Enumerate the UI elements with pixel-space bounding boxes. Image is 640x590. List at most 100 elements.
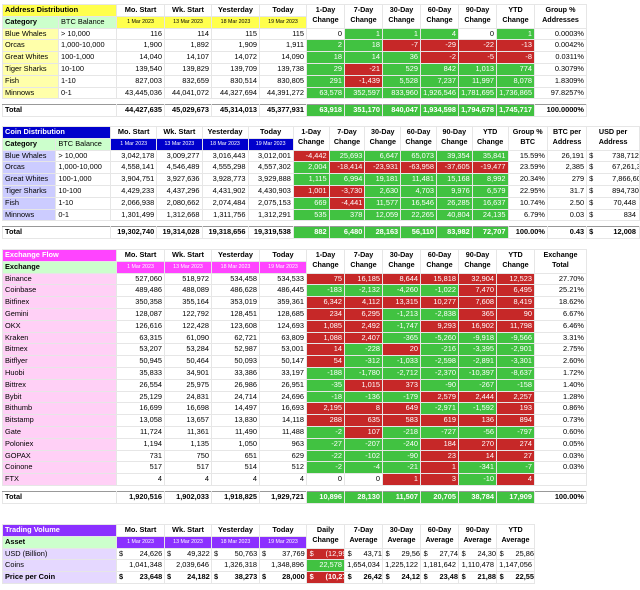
table-row: GOPAX 731 750 651 629 -22 -102 -90 23 14 27 0.03% — [2, 449, 587, 463]
change-cell: -2,712 — [382, 366, 421, 380]
value-cell: 1,050 — [211, 437, 260, 451]
change-cell: -267 — [458, 378, 497, 392]
exchange-title: Exchange Flow — [2, 249, 117, 262]
value-cell: 830,514 — [211, 74, 260, 88]
money-value: 37,769 — [282, 548, 305, 558]
value-cell: 114 — [164, 27, 212, 41]
value-cell: 353,019 — [211, 296, 260, 309]
change-cell: 0 — [458, 27, 497, 41]
column-header: Group % Addresses — [534, 4, 587, 29]
money-value: 26,429 — [363, 572, 382, 582]
row-category: Huobi — [2, 366, 117, 380]
change-cell: -1,747 — [382, 319, 421, 333]
change-cell: 11,481 — [400, 173, 437, 186]
change-cell: -102 — [344, 449, 383, 463]
trading-header-row: Trading Volume Mo. Start Wk. Start Yesterda… — [2, 524, 535, 549]
total-value: 45,029,673 — [164, 104, 212, 118]
change-cell: 2,492 — [344, 319, 383, 333]
total-value: 19,314,028 — [156, 226, 203, 240]
value-cell: 1,312,668 — [156, 208, 203, 222]
row-category: Bitflyer — [2, 355, 117, 368]
row-category: OKX — [2, 319, 117, 333]
change-cell: 2 — [306, 39, 345, 53]
total-change: 28,163 — [364, 226, 402, 240]
change-cell: 6,647 — [364, 149, 402, 163]
change-cell: 1 — [382, 27, 421, 41]
value-cell: 26,554 — [116, 378, 165, 392]
currency-symbol: $ — [214, 548, 219, 558]
value-cell: 11,488 — [259, 425, 307, 439]
total-change: 840,047 — [382, 104, 421, 118]
value-cell: 1,311,756 — [201, 208, 249, 222]
change-cell: 373 — [382, 378, 421, 392]
change-cell: -22 — [458, 39, 497, 53]
currency-symbol: $ — [499, 572, 504, 582]
row-category: Blue Whales — [1, 149, 57, 163]
extra-cell: 6.46% — [534, 319, 587, 333]
column-header: Yesterday — [211, 249, 260, 262]
table-row: Bitstamp 13,058 13,657 13,830 14,118 288 635 58… — [2, 414, 587, 427]
value-cell: 52,987 — [211, 343, 260, 357]
table-row: Fish 1-10 827,003 832,659 830,514 830,805 291-… — [2, 74, 587, 88]
total-change: 20,705 — [420, 490, 459, 504]
change-cell: 365 — [458, 307, 497, 321]
row-category: GOPAX — [2, 449, 117, 463]
change-cell: 288 — [306, 414, 345, 427]
change-cell: -22 — [306, 449, 345, 463]
change-cell: 63,578 — [306, 86, 345, 100]
row-category: Gate — [2, 425, 117, 439]
change-cell: -2 — [420, 51, 459, 64]
column-header: Mo. Start — [116, 524, 165, 537]
change-cell: 0 — [306, 27, 345, 41]
change-cell: -35 — [306, 378, 345, 392]
row-balance: 100-1,000 — [58, 51, 117, 64]
change-cell: 14 — [306, 343, 345, 357]
value-cell: 24,714 — [211, 390, 260, 404]
value-cell: 4,430,903 — [247, 184, 294, 198]
value-cell: 26,951 — [259, 378, 307, 392]
value-cell: 4 — [164, 473, 212, 486]
address-total-row: Total 44,427,635 45,029,673 45,314,013 45,37… — [2, 104, 587, 118]
change-cell: 1,147,056 — [496, 559, 535, 573]
currency-symbol: $ — [309, 548, 314, 558]
change-cell: 6,495 — [496, 284, 535, 298]
total-change: 6,480 — [328, 226, 366, 240]
date-label: 19 Mar 2023 — [259, 260, 307, 274]
change-cell: -63,958 — [400, 161, 437, 175]
change-cell: 0 — [306, 473, 345, 486]
change-cell: 136 — [458, 414, 497, 427]
asset-label: Price per Coin — [2, 571, 117, 584]
date-label: 1 Mar 2023 — [116, 15, 165, 29]
currency-symbol: $ — [423, 572, 428, 582]
total-label: Total — [2, 490, 117, 504]
extra-cell: 0.0311% — [534, 51, 587, 64]
change-cell: -727 — [420, 425, 459, 439]
value-cell: 115 — [259, 27, 307, 41]
value-cell: 2,074,484 — [201, 196, 249, 210]
column-header: Exchange Total — [534, 249, 587, 274]
column-header: 7-Day Change — [328, 126, 366, 151]
value-cell: 123,608 — [211, 319, 260, 333]
exchange-flow-table: Exchange Flow Mo. Start Wk. Start Yesterday… — [2, 249, 587, 504]
change-cell: 36 — [382, 51, 421, 64]
change-cell: 1,001 — [292, 184, 330, 198]
row-balance: 1,000-10,000 — [55, 161, 112, 175]
change-cell: -2,838 — [420, 307, 459, 321]
column-header: Today — [259, 4, 307, 17]
value-cell: 44,041,072 — [164, 86, 212, 100]
extra-cell: 15.59% — [507, 149, 548, 163]
change-cell: -8,637 — [496, 366, 535, 380]
value-cell: 139,540 — [116, 62, 165, 76]
coin-title: Coin Distribution — [1, 126, 112, 139]
change-cell: 1,110,478 — [458, 559, 497, 573]
value-cell: 1,041,348 — [116, 559, 165, 573]
balance-header: BTC Balance — [55, 137, 112, 151]
row-category: Binance — [2, 272, 117, 286]
column-header: 60-Day Change — [400, 126, 437, 151]
row-category: Tiger Sharks — [2, 62, 59, 76]
value-cell: 33,386 — [211, 366, 260, 380]
value-cell: 14,107 — [164, 51, 212, 64]
change-cell: 4,703 — [400, 184, 437, 198]
value-cell: 14,497 — [211, 402, 260, 416]
change-cell: 274 — [496, 437, 535, 451]
